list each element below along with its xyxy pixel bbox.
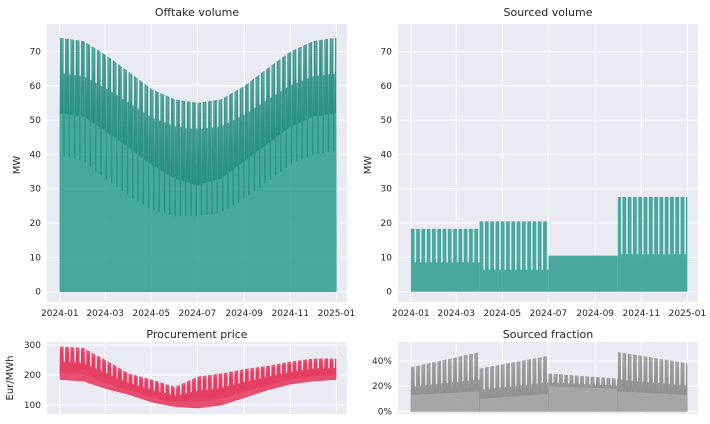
offtake-area	[59, 37, 337, 292]
x-tick-label: 2024-09	[576, 309, 614, 319]
fraction-quarter-block	[617, 352, 688, 412]
y-tick-label: 70	[30, 47, 42, 57]
fraction-quarter-block	[479, 356, 549, 412]
panel-3-title: Procurement price	[146, 328, 247, 341]
fraction-quarter-block	[410, 352, 480, 412]
x-tick-label: 2024-03	[86, 309, 124, 319]
panel-procurement-price: 100 200 300	[24, 341, 347, 414]
y-tick-label: 50	[30, 116, 42, 126]
y-tick-label: 0%	[378, 407, 393, 417]
x-tick-label: 2024-01	[392, 309, 430, 319]
y-tick-label: 40%	[372, 357, 392, 367]
fraction-quarter-block	[548, 373, 619, 412]
sourced-quarter-block	[410, 228, 480, 292]
x-tick-label: 2024-07	[179, 309, 217, 319]
panel-1-title: Offtake volume	[155, 6, 240, 19]
x-tick-label: 2024-07	[530, 309, 568, 319]
y-tick-label: 60	[30, 82, 42, 92]
sourced-quarter-block	[479, 221, 549, 292]
y-tick-label: 200	[24, 371, 41, 381]
panel-2-ylabel: MW	[363, 156, 374, 175]
y-tick-label: 30	[381, 185, 393, 195]
sourced-quarter-block	[548, 255, 618, 292]
y-tick-label: 40	[30, 150, 42, 160]
y-tick-label: 300	[24, 341, 41, 351]
panel-offtake-volume: 0 10 20 30 40 50 60 70 2024-01 2024-03 2024-05 2024…	[30, 24, 356, 319]
x-tick-label: 2025-01	[318, 309, 356, 319]
sourced-quarter-block	[617, 196, 688, 292]
y-tick-label: 50	[381, 116, 393, 126]
x-tick-label: 2024-11	[623, 309, 661, 319]
panel-4-title: Sourced fraction	[503, 328, 594, 341]
panel-sourced-volume: 0 10 20 30 40 50 60 70 2024-01 2024-03 2024-05 2024…	[381, 24, 707, 319]
x-tick-label: 2025-01	[669, 309, 707, 319]
panel-sourced-fraction: 0% 20% 40%	[372, 342, 698, 417]
y-tick-label: 20%	[372, 382, 392, 392]
y-tick-label: 20	[381, 219, 393, 229]
x-tick-label: 2024-05	[483, 309, 521, 319]
y-tick-label: 10	[30, 253, 42, 263]
y-tick-label: 40	[381, 150, 393, 160]
y-tick-label: 10	[381, 253, 393, 263]
x-tick-label: 2024-05	[132, 309, 170, 319]
y-tick-label: 70	[381, 47, 393, 57]
panel-3-ylabel: Eur/MWh	[5, 356, 16, 401]
price-band	[59, 346, 337, 409]
panel-2-title: Sourced volume	[503, 6, 592, 19]
panel-1-ylabel: MW	[12, 156, 23, 175]
x-tick-label: 2024-11	[272, 309, 310, 319]
x-tick-label: 2024-03	[437, 309, 475, 319]
y-tick-label: 0	[386, 288, 392, 298]
y-tick-label: 20	[30, 219, 42, 229]
y-tick-label: 0	[35, 288, 41, 298]
y-tick-label: 30	[30, 185, 42, 195]
x-tick-label: 2024-01	[41, 309, 79, 319]
x-tick-label: 2024-09	[225, 309, 263, 319]
y-tick-label: 60	[381, 82, 393, 92]
y-tick-label: 100	[24, 401, 41, 411]
